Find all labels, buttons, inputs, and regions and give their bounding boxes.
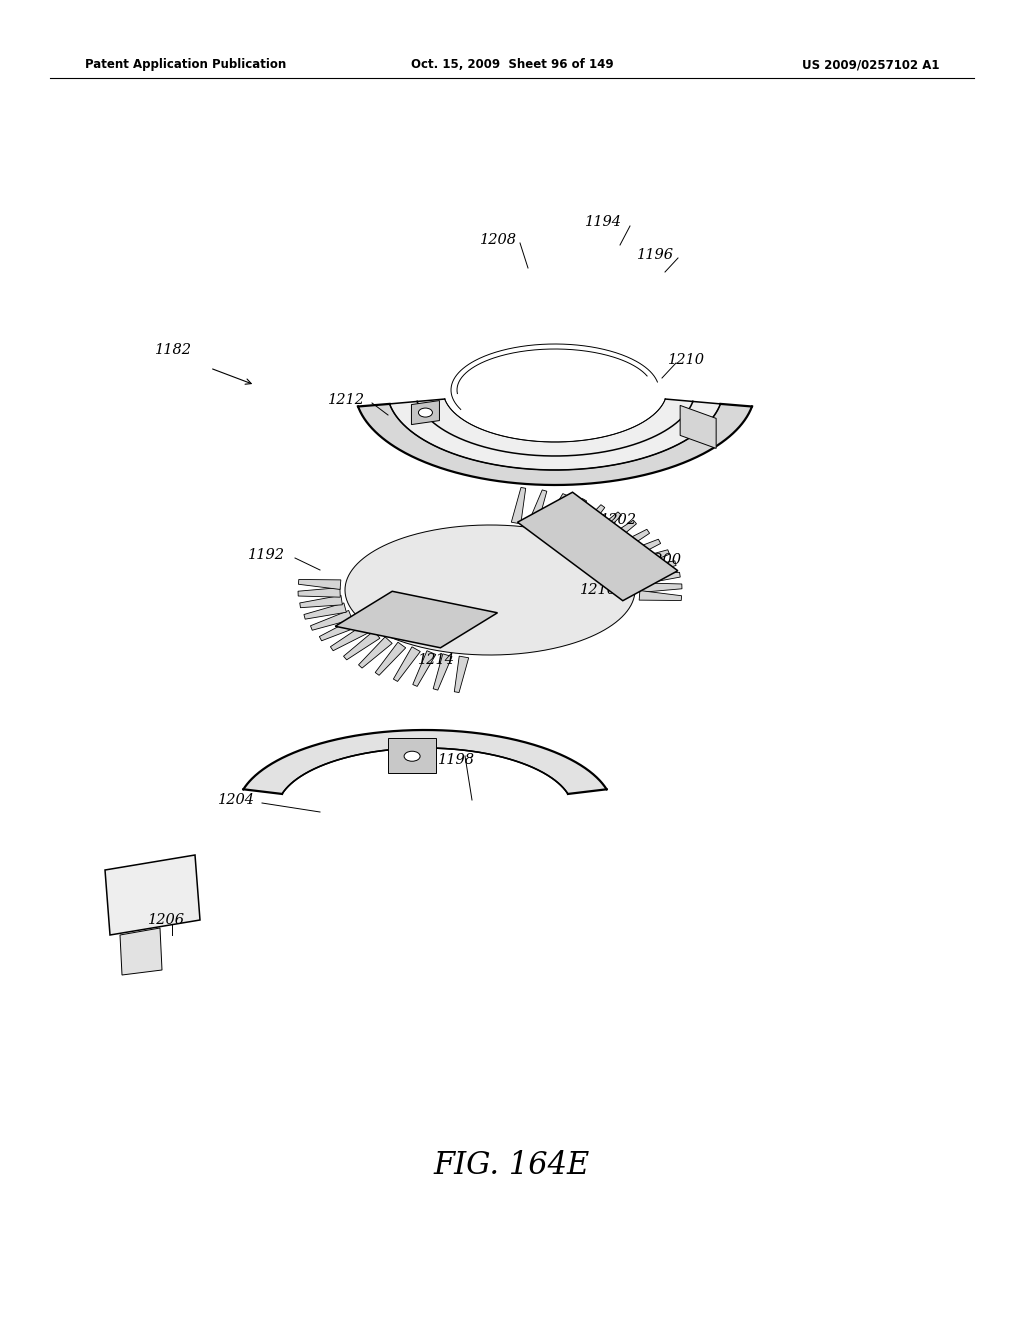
Polygon shape [389, 399, 721, 470]
Polygon shape [343, 631, 380, 660]
Text: 1202: 1202 [565, 541, 602, 554]
Ellipse shape [404, 751, 420, 762]
Text: 1202: 1202 [600, 513, 637, 527]
Polygon shape [640, 583, 682, 593]
Polygon shape [634, 561, 676, 577]
Text: 1206: 1206 [148, 913, 185, 927]
Polygon shape [244, 730, 606, 793]
Text: 1200: 1200 [645, 553, 682, 568]
Text: US 2009/0257102 A1: US 2009/0257102 A1 [803, 58, 940, 71]
Polygon shape [120, 928, 162, 975]
Polygon shape [105, 855, 200, 935]
Polygon shape [358, 636, 392, 668]
Polygon shape [319, 618, 359, 640]
Text: 1204: 1204 [218, 793, 255, 807]
Text: 1208: 1208 [480, 234, 517, 247]
Polygon shape [358, 404, 752, 484]
Text: 1210: 1210 [668, 352, 705, 367]
Polygon shape [345, 525, 635, 655]
Polygon shape [335, 591, 498, 648]
Polygon shape [574, 504, 605, 537]
Ellipse shape [419, 408, 432, 417]
Polygon shape [413, 651, 436, 686]
Text: 1198: 1198 [438, 752, 475, 767]
Polygon shape [638, 573, 680, 585]
Text: 1210: 1210 [580, 583, 617, 597]
Polygon shape [433, 653, 452, 690]
Polygon shape [621, 539, 660, 562]
Text: FIG. 164E: FIG. 164E [434, 1150, 590, 1180]
Polygon shape [417, 399, 693, 455]
Polygon shape [517, 492, 678, 601]
Text: 1214: 1214 [418, 653, 455, 667]
Polygon shape [544, 494, 567, 529]
Polygon shape [639, 590, 682, 601]
Polygon shape [628, 549, 670, 569]
Polygon shape [528, 490, 547, 527]
Text: Oct. 15, 2009  Sheet 96 of 149: Oct. 15, 2009 Sheet 96 of 149 [411, 58, 613, 71]
Polygon shape [388, 738, 436, 774]
Polygon shape [298, 579, 341, 590]
Polygon shape [588, 512, 622, 543]
Polygon shape [600, 520, 637, 549]
Polygon shape [300, 595, 342, 607]
Polygon shape [393, 647, 420, 681]
Polygon shape [375, 643, 406, 676]
Polygon shape [455, 656, 469, 693]
Polygon shape [560, 499, 587, 533]
Polygon shape [611, 529, 649, 556]
Text: 1194: 1194 [585, 215, 622, 228]
Text: 1182: 1182 [155, 343, 193, 356]
Text: Patent Application Publication: Patent Application Publication [85, 58, 287, 71]
Polygon shape [412, 400, 439, 425]
Text: 1212: 1212 [328, 393, 365, 407]
Polygon shape [331, 624, 369, 651]
Polygon shape [298, 587, 340, 597]
Text: 1192: 1192 [248, 548, 285, 562]
Polygon shape [304, 603, 346, 619]
Polygon shape [511, 487, 525, 524]
Polygon shape [310, 610, 352, 630]
Polygon shape [680, 405, 716, 449]
Text: 1196: 1196 [637, 248, 674, 261]
